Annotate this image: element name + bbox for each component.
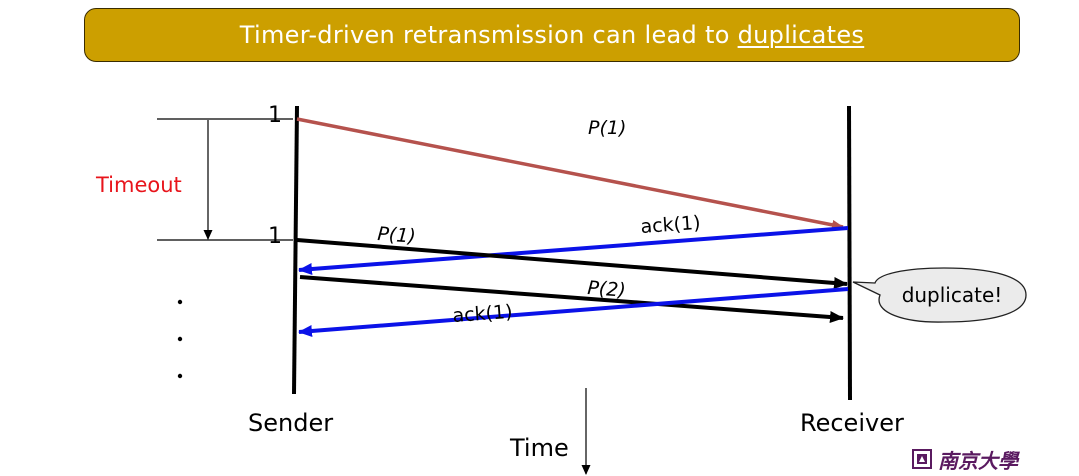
packet-p2-arrow [299,275,844,324]
seq-number-second: 1 [268,224,282,249]
title-banner: Timer-driven retransmission can lead to … [84,8,1020,62]
timeout-label: Timeout [95,173,182,197]
ack1-first-arrow [298,226,849,275]
duplicate-callout-bubble [852,267,1027,323]
title-prefix: Timer-driven retransmission can lead to [239,21,738,49]
duplicate-callout-text: duplicate! [902,283,1003,307]
ellipsis-dot-2 [177,336,183,342]
ellipsis-dot-1 [177,299,183,305]
sender-timeline [292,105,299,395]
packet-p1-retransmit-arrow [296,238,848,289]
packet-p1-arrow [296,117,844,230]
university-logo-text: 南京大學 [938,448,1018,473]
packet-p2-label: P(2) [587,277,627,302]
ack1-first-label: ack(1) [640,212,701,238]
university-seal-icon [912,449,932,469]
title-text: Timer-driven retransmission can lead to … [240,21,864,49]
ellipsis-dot-3 [177,373,183,379]
receiver-timeline [847,105,852,401]
title-emphasis: duplicates [737,21,865,49]
time-label: Time [509,434,569,462]
university-logo: 南京大學 [912,445,1072,473]
packet-p1-label: P(1) [588,117,626,139]
receiver-label: Receiver [800,409,904,437]
ack1-second-arrow [298,287,849,337]
packet-p1-retransmit-label: P(1) [377,223,417,248]
sender-label: Sender [248,409,333,437]
seq-number-first: 1 [268,103,282,128]
ack1-second-label: ack(1) [452,301,513,327]
